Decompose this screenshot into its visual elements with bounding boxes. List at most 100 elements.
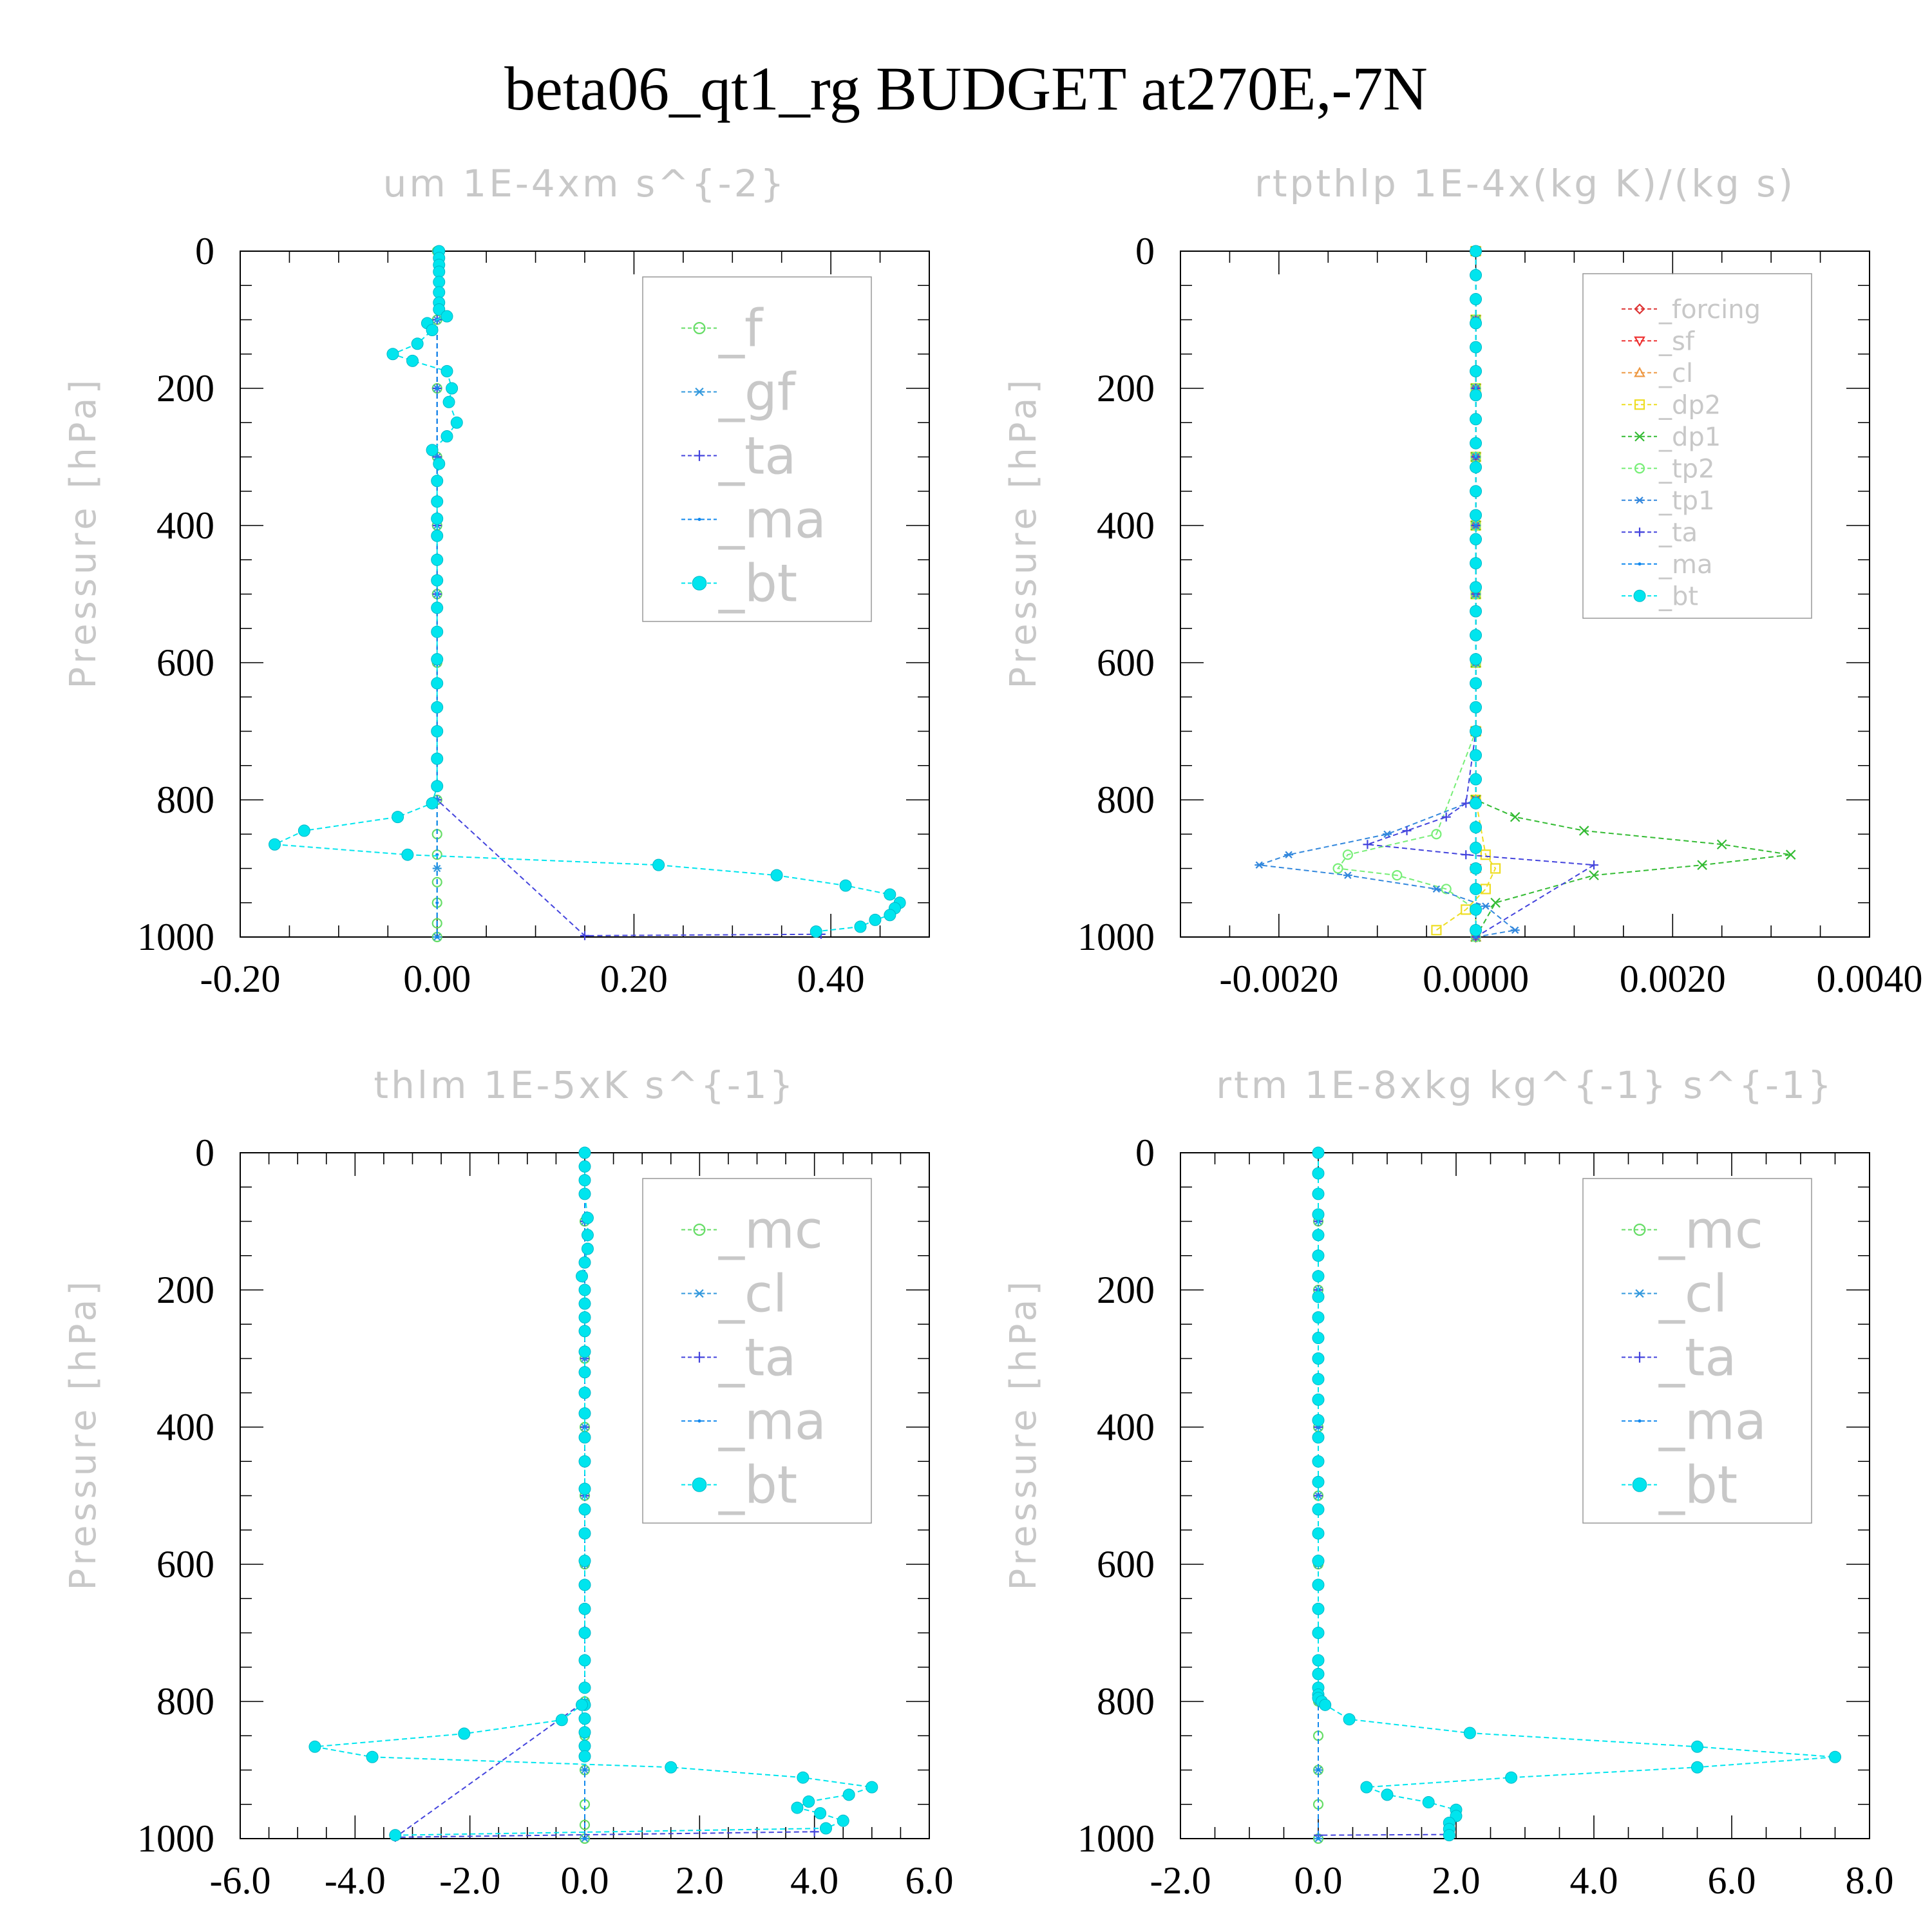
data-point xyxy=(431,918,442,929)
x-tick-label: -0.20 xyxy=(200,958,281,1000)
data-point xyxy=(770,869,783,882)
data-point xyxy=(1470,629,1482,641)
data-point xyxy=(1312,1475,1325,1488)
data-point xyxy=(401,848,414,861)
y-tick-label: 0 xyxy=(1135,230,1155,272)
data-point xyxy=(431,574,444,587)
data-point xyxy=(583,1425,587,1429)
data-point xyxy=(1470,413,1482,426)
panel-title: rtm 1E-8xkg kg^{-1} s^{-1} xyxy=(1216,1063,1834,1107)
legend-label: _ta xyxy=(718,1328,796,1388)
legend-box xyxy=(1582,1178,1812,1524)
data-point xyxy=(820,1822,832,1835)
data-point xyxy=(433,286,446,299)
data-point xyxy=(1470,842,1482,855)
data-point xyxy=(431,601,444,614)
y-tick-label: 600 xyxy=(1097,1543,1155,1586)
data-point xyxy=(578,1366,591,1379)
y-axis-label: Pressure [hPa] xyxy=(62,376,104,689)
legend-label: _mc xyxy=(1658,1200,1763,1260)
legend: _forcing_sf _cl_dp2_dp1_tp2_tp1_ta _ma_bt xyxy=(1582,273,1812,619)
data-point xyxy=(1312,1578,1325,1591)
legend-label: _cl xyxy=(1658,1264,1727,1324)
data-point xyxy=(431,701,444,714)
data-point xyxy=(433,457,446,470)
data-point xyxy=(1312,1627,1325,1639)
y-tick-label: 0 xyxy=(1135,1132,1155,1174)
data-point xyxy=(298,824,310,837)
data-point xyxy=(431,876,442,887)
data-point xyxy=(578,1627,591,1639)
y-tick-label: 200 xyxy=(1097,1269,1155,1311)
x-tick-label: 4.0 xyxy=(790,1859,838,1902)
data-point xyxy=(578,1503,591,1516)
legend-marker xyxy=(692,576,707,591)
x-tick-label: 0.0000 xyxy=(1423,958,1529,1000)
legend-marker xyxy=(1634,303,1645,315)
chart-panel: rtm 1E-8xkg kg^{-1} s^{-1} Pressure [hPa]… xyxy=(1003,1063,1894,1902)
x-tick-label: -0.0020 xyxy=(1219,958,1338,1000)
data-point xyxy=(1441,812,1451,822)
data-point xyxy=(1490,897,1501,908)
legend-label: _cl xyxy=(718,1264,787,1324)
data-point xyxy=(884,888,896,901)
legend-label: _forcing xyxy=(1658,295,1761,325)
legend-marker xyxy=(694,450,705,461)
data-point xyxy=(1312,1527,1325,1540)
data-point xyxy=(1785,849,1796,860)
data-point xyxy=(578,1297,591,1310)
legend-marker xyxy=(1634,431,1645,442)
data-point xyxy=(392,811,404,824)
legend-label: _bt xyxy=(1658,1455,1738,1515)
data-point xyxy=(435,455,439,459)
data-point xyxy=(1578,826,1589,836)
chart-panel: rtpthlp 1E-4x(kg K)/(kg s) Pressure [hPa]… xyxy=(1003,162,1923,1000)
data-point xyxy=(578,1602,591,1615)
legend-label: _gf xyxy=(718,363,797,422)
data-point xyxy=(578,1681,591,1694)
data-point xyxy=(842,1788,855,1801)
data-point xyxy=(1319,1698,1332,1711)
data-point xyxy=(1312,1352,1325,1365)
data-point xyxy=(426,444,439,457)
data-point xyxy=(1470,269,1482,281)
data-point xyxy=(442,395,455,408)
legend-marker xyxy=(1634,336,1645,347)
x-tick-label: -4.0 xyxy=(325,1859,386,1902)
data-point xyxy=(1470,821,1482,834)
data-point xyxy=(1360,1781,1373,1794)
data-point xyxy=(581,1229,594,1242)
data-point xyxy=(366,1750,379,1763)
data-point xyxy=(1470,882,1482,895)
legend-label: _ma xyxy=(1658,1392,1766,1452)
data-point xyxy=(1312,1208,1325,1221)
data-point xyxy=(411,337,424,350)
data-point xyxy=(1312,1167,1325,1180)
data-point xyxy=(426,323,439,336)
data-point xyxy=(1470,581,1482,594)
data-point xyxy=(652,858,665,871)
data-point xyxy=(791,1801,804,1814)
data-point xyxy=(1312,1431,1325,1444)
series-group xyxy=(1312,1146,1841,1844)
data-point xyxy=(426,797,439,810)
data-point xyxy=(431,625,444,638)
legend-marker xyxy=(1632,1477,1647,1492)
series-group xyxy=(1255,245,1796,943)
data-point xyxy=(578,1146,591,1159)
data-point xyxy=(1829,1750,1841,1763)
data-point xyxy=(578,1283,591,1296)
data-point xyxy=(1316,1494,1320,1497)
data-point xyxy=(1589,870,1599,880)
legend-label: _bt xyxy=(1658,582,1698,611)
x-tick-label: 6.0 xyxy=(1708,1859,1756,1902)
x-tick-label: 0.00 xyxy=(403,958,471,1000)
series-group xyxy=(269,245,906,943)
data-point xyxy=(1463,1727,1476,1739)
data-point xyxy=(431,553,444,566)
data-point xyxy=(578,1345,591,1358)
series-line xyxy=(436,251,821,936)
legend-marker xyxy=(693,1223,706,1236)
data-point xyxy=(431,653,444,666)
legend-marker xyxy=(1638,1419,1642,1423)
